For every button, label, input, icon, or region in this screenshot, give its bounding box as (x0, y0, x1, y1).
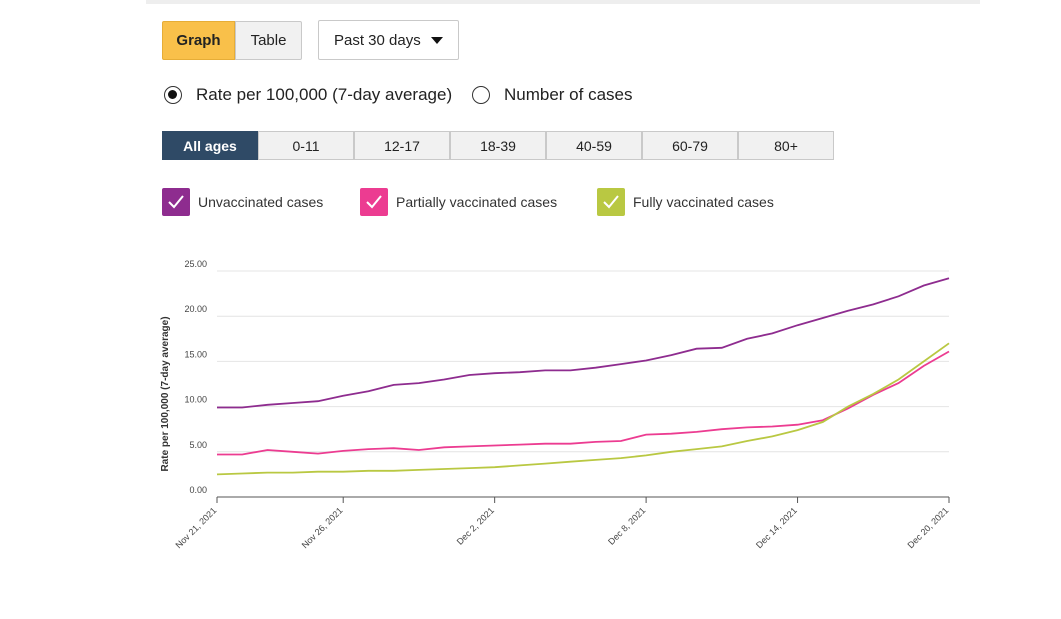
series-line-partial (217, 350, 950, 456)
legend-label-partially-vaccinated: Partially vaccinated cases (396, 194, 558, 210)
series-line-full (216, 342, 950, 476)
x-tick-label: Dec 14, 2021 (754, 505, 799, 550)
x-tick-label: Dec 2, 2021 (455, 505, 496, 546)
period-select[interactable]: Past 30 days (318, 20, 459, 60)
age-group-tabs: All ages 0-11 12-17 18-39 40-59 60-79 80… (162, 131, 834, 160)
age-tab-all[interactable]: All ages (162, 131, 258, 160)
x-tick-label: Dec 20, 2021 (905, 505, 950, 550)
legend-toggle-fully-vaccinated[interactable]: Fully vaccinated cases (597, 188, 774, 216)
age-tab-80-plus[interactable]: 80+ (738, 131, 834, 160)
x-tick-label: Dec 8, 2021 (606, 505, 647, 546)
y-axis-label: Rate per 100,000 (7-day average) (160, 316, 171, 471)
y-tick-label: 20.00 (184, 304, 207, 314)
age-tab-60-79[interactable]: 60-79 (642, 131, 738, 160)
radio-unselected-icon[interactable] (472, 86, 490, 104)
y-tick-label: 25.00 (184, 259, 207, 269)
x-axis-ticks: Nov 21, 2021 Nov 26, 2021 Dec 2, 2021 Dec 8… (173, 497, 950, 550)
legend-label-unvaccinated: Unvaccinated cases (198, 194, 324, 210)
grid-lines (217, 270, 949, 498)
y-tick-label: 15.00 (184, 349, 207, 359)
x-tick-label: Nov 26, 2021 (300, 505, 345, 550)
graph-view-button[interactable]: Graph (162, 21, 235, 60)
rate-radio-option[interactable]: Rate per 100,000 (7-day average) (164, 84, 452, 106)
x-tick-label: Nov 21, 2021 (173, 505, 218, 550)
caret-down-icon (431, 37, 443, 44)
age-tab-0-11[interactable]: 0-11 (258, 131, 354, 160)
radio-selected-icon[interactable] (164, 86, 182, 104)
count-radio-option[interactable]: Number of cases (472, 84, 633, 106)
checkbox-checked-icon[interactable] (162, 188, 190, 216)
y-axis-ticks: 0.00 5.00 10.00 15.00 20.00 25.00 (184, 259, 207, 495)
y-tick-label: 5.00 (189, 440, 207, 450)
legend-toggle-unvaccinated[interactable]: Unvaccinated cases (162, 188, 323, 216)
y-tick-label: 0.00 (189, 485, 207, 495)
checkbox-checked-icon[interactable] (360, 188, 388, 216)
series-lines (216, 277, 950, 476)
legend-toggle-partially-vaccinated[interactable]: Partially vaccinated cases (360, 188, 557, 216)
age-tab-40-59[interactable]: 40-59 (546, 131, 642, 160)
legend-label-fully-vaccinated: Fully vaccinated cases (633, 194, 774, 210)
rate-radio-label: Rate per 100,000 (7-day average) (196, 85, 453, 104)
series-line-unvax (217, 277, 950, 409)
age-tab-12-17[interactable]: 12-17 (354, 131, 450, 160)
table-view-button[interactable]: Table (235, 21, 302, 60)
top-border (146, 0, 980, 4)
cases-line-chart: 0.00 5.00 10.00 15.00 20.00 25.00 Nov 21, 202… (160, 259, 950, 550)
count-radio-label: Number of cases (504, 85, 633, 104)
checkbox-checked-icon[interactable] (597, 188, 625, 216)
age-tab-18-39[interactable]: 18-39 (450, 131, 546, 160)
period-select-value: Past 30 days (334, 31, 421, 49)
y-tick-label: 10.00 (184, 395, 207, 405)
